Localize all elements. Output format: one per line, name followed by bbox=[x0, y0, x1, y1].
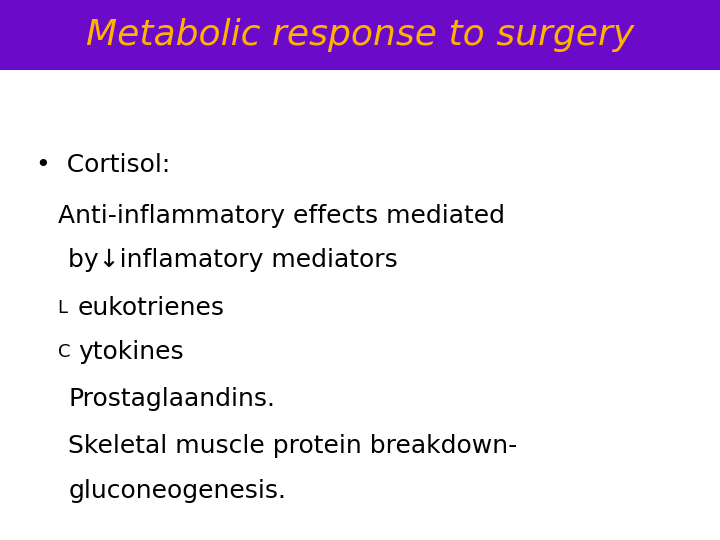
Text: •  Cortisol:: • Cortisol: bbox=[36, 153, 170, 177]
Bar bbox=[0, 0, 720, 70]
Text: gluconeogenesis.: gluconeogenesis. bbox=[68, 480, 287, 503]
Text: L: L bbox=[58, 299, 68, 317]
Text: ytokines: ytokines bbox=[78, 340, 184, 364]
Text: by↓inflamatory mediators: by↓inflamatory mediators bbox=[68, 248, 398, 272]
Text: C: C bbox=[58, 343, 70, 361]
Text: Anti-inflammatory effects mediated: Anti-inflammatory effects mediated bbox=[58, 204, 505, 228]
Text: Skeletal muscle protein breakdown-: Skeletal muscle protein breakdown- bbox=[68, 434, 518, 457]
Text: eukotrienes: eukotrienes bbox=[78, 296, 225, 320]
Text: Metabolic response to surgery: Metabolic response to surgery bbox=[86, 18, 634, 52]
Text: Prostaglaandins.: Prostaglaandins. bbox=[68, 387, 275, 410]
